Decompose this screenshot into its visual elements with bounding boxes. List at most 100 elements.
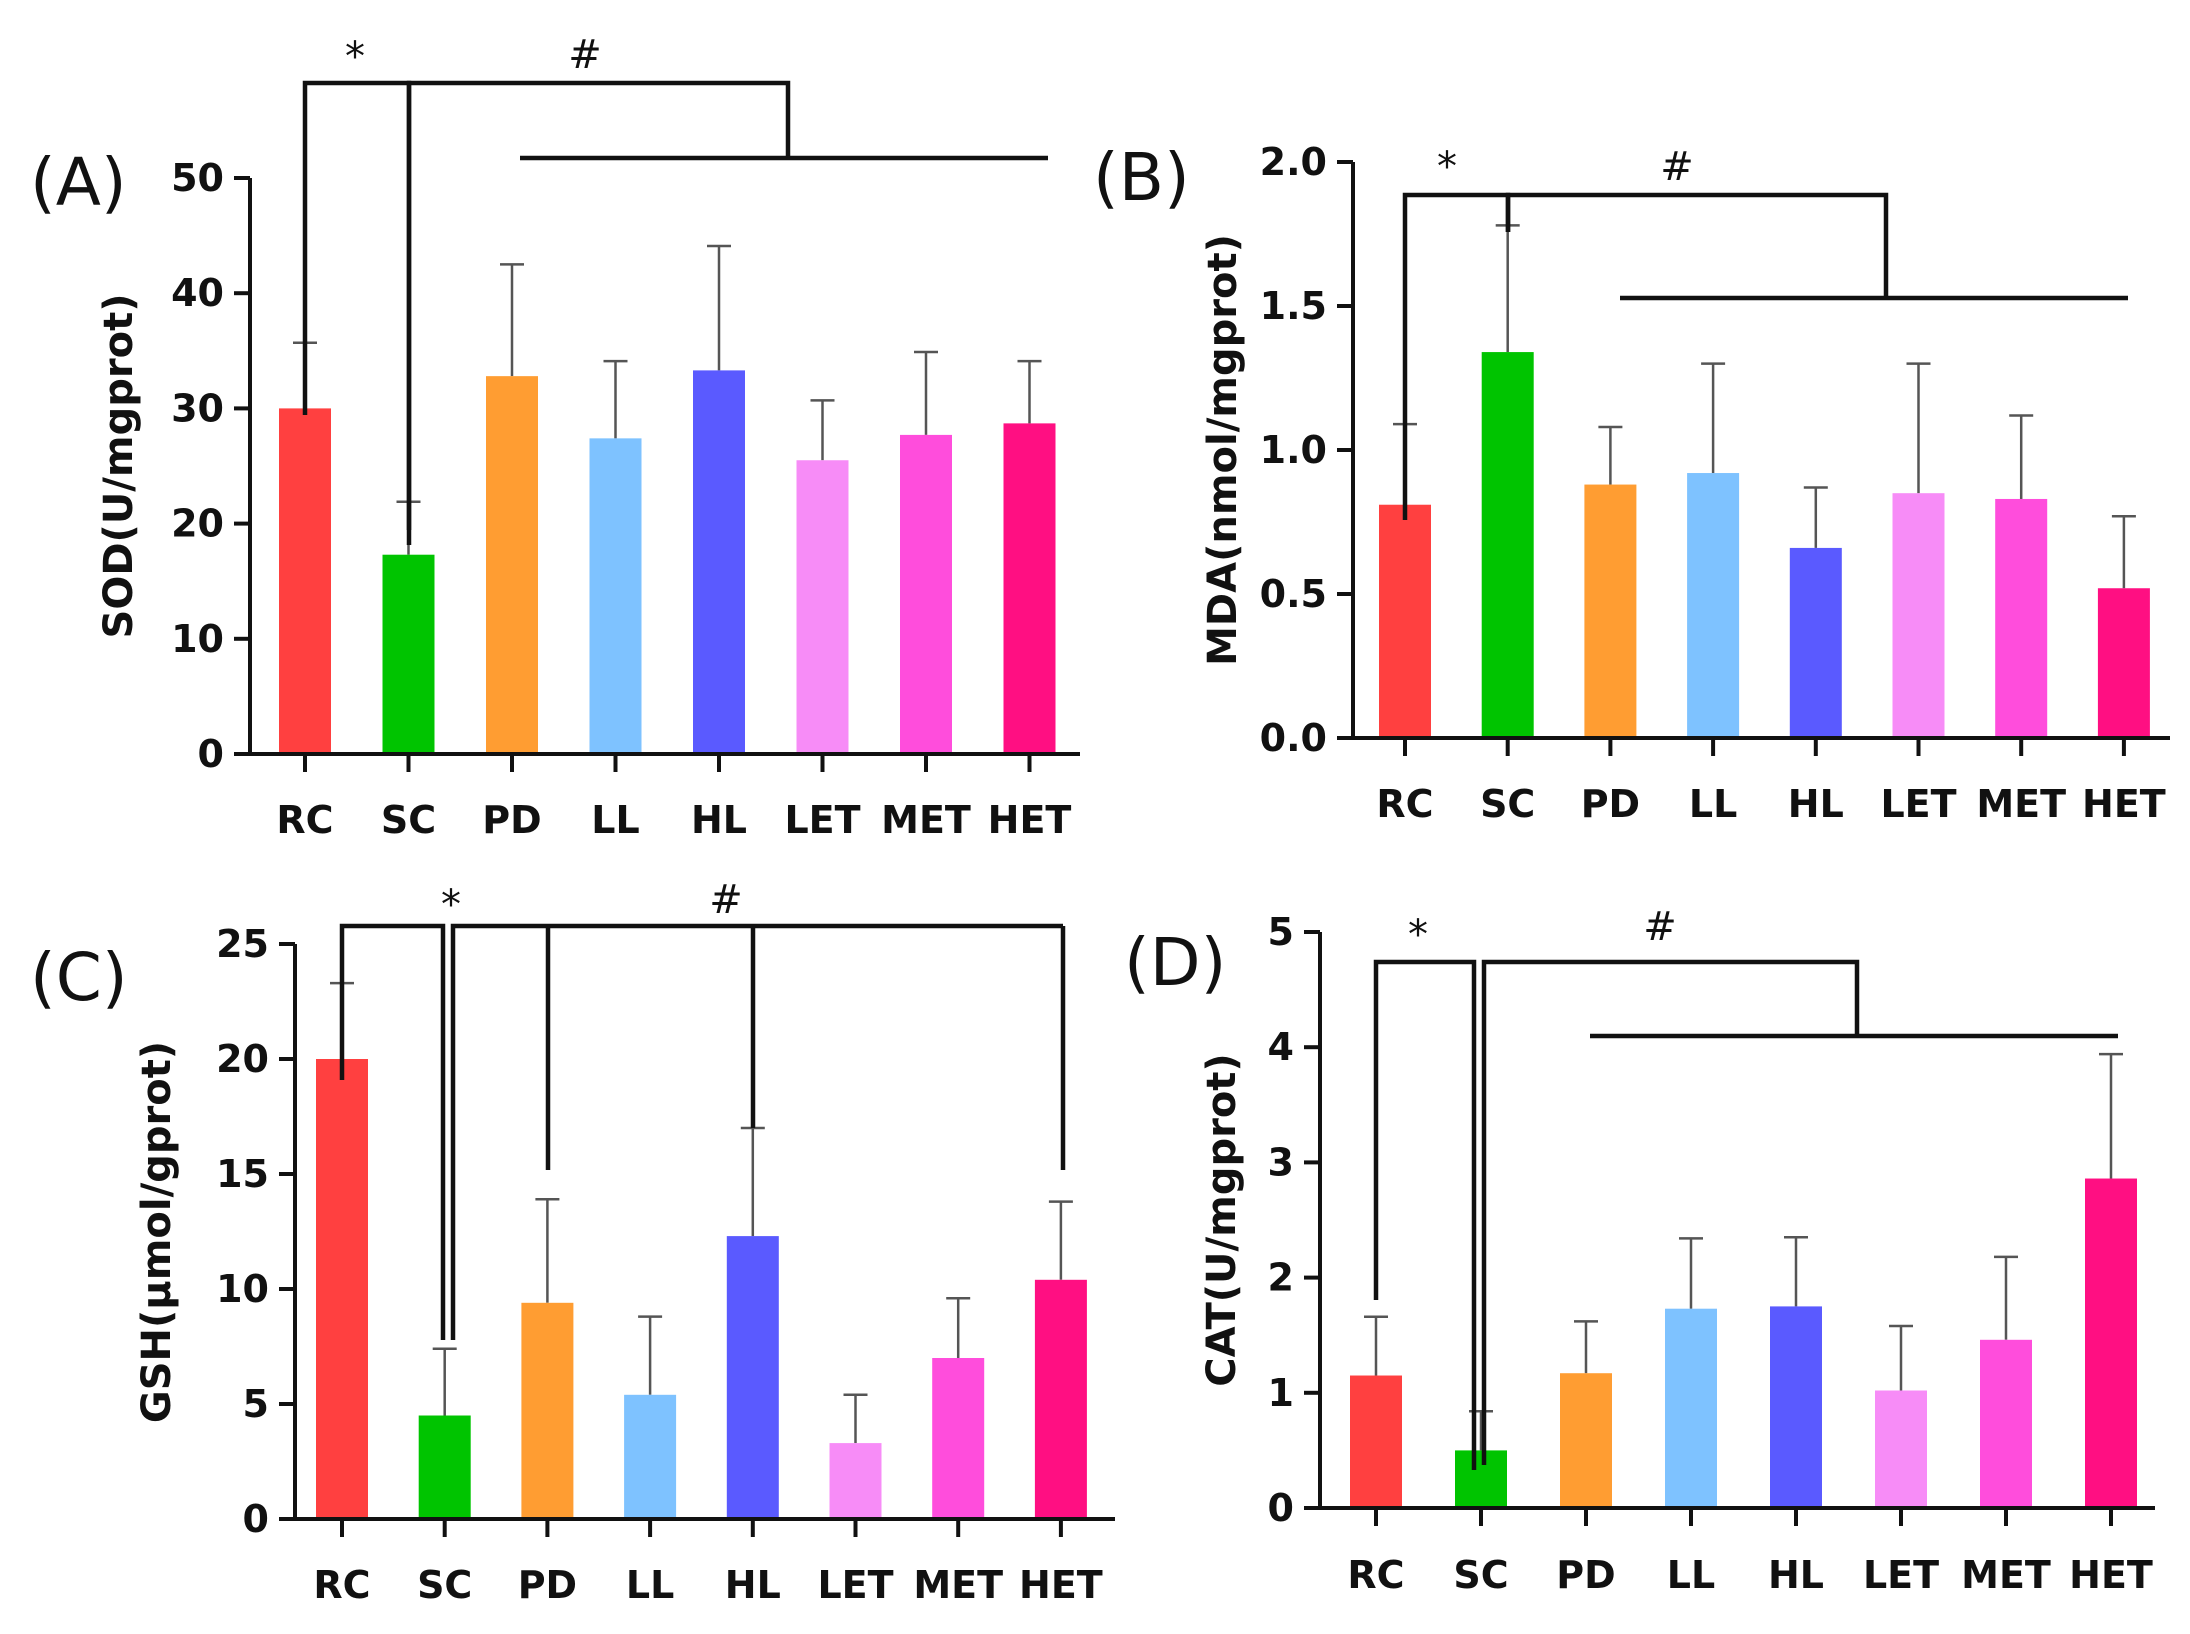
x-tick-label-met: MET — [881, 798, 971, 842]
y-tick-label: 4 — [1268, 1025, 1294, 1069]
panel-label: (B) — [1093, 139, 1190, 216]
bar-pd — [1584, 484, 1637, 738]
x-tick-label-sc: SC — [417, 1563, 472, 1607]
significance-star: * — [1408, 912, 1428, 958]
significance-hash: # — [568, 32, 602, 78]
bar-rc — [1350, 1375, 1402, 1508]
significance-bracket-hash — [450, 923, 1063, 1340]
bar-ll — [624, 1394, 677, 1519]
panel-label: (A) — [30, 144, 127, 221]
y-tick-label: 0.0 — [1260, 716, 1327, 760]
x-tick-label-pd: PD — [1556, 1553, 1615, 1597]
x-tick-label-ll: LL — [626, 1563, 674, 1607]
x-tick-label-het: HET — [988, 798, 1072, 842]
x-tick-label-hl: HL — [1768, 1553, 1824, 1597]
bar-hl — [1789, 547, 1842, 738]
bar-pd — [486, 376, 538, 754]
significance-star: * — [1437, 144, 1457, 190]
bar-het — [2085, 1178, 2137, 1508]
x-tick-label-hl: HL — [691, 798, 747, 842]
significance-star: * — [345, 34, 365, 80]
x-tick-label-pd: PD — [518, 1563, 577, 1607]
panel-c-gsh-chart: (C)GSH(μmol/gprot) RC SC PD LL HL LET MET HET 0 5 1… — [30, 877, 1115, 1607]
y-tick-label: 1.0 — [1260, 428, 1327, 472]
x-tick-label-rc: RC — [1376, 782, 1433, 826]
x-tick-label-sc: SC — [381, 798, 436, 842]
bar-hl — [726, 1236, 779, 1519]
x-tick-label-let: LET — [1880, 782, 1956, 826]
y-tick-label: 0.5 — [1260, 572, 1327, 616]
panel-label: (C) — [30, 939, 128, 1016]
y-tick-label: 1.5 — [1260, 284, 1327, 328]
x-tick-label-het: HET — [2082, 782, 2166, 826]
bar-pd — [1560, 1373, 1612, 1508]
x-tick-label-met: MET — [913, 1563, 1003, 1607]
bar-met — [1995, 498, 2048, 738]
bar-sc — [1481, 352, 1534, 738]
y-tick-label: 25 — [216, 922, 269, 966]
y-tick-label: 1 — [1268, 1371, 1294, 1415]
y-tick-label: 30 — [171, 386, 224, 430]
bar-ll — [1687, 473, 1740, 738]
bar-hl — [1770, 1306, 1822, 1508]
y-tick-label: 20 — [171, 502, 224, 546]
panel-label: (D) — [1124, 924, 1226, 1001]
y-tick-label: 5 — [1268, 910, 1294, 954]
significance-bracket-hash — [1505, 192, 1889, 298]
bar-pd — [521, 1302, 574, 1519]
x-tick-label-pd: PD — [482, 798, 541, 842]
bar-ll — [589, 438, 642, 754]
x-tick-label-het: HET — [2069, 1553, 2153, 1597]
y-tick-label: 0 — [198, 732, 224, 776]
bar-het — [1003, 423, 1056, 754]
bar-let — [796, 460, 849, 754]
x-tick-label-rc: RC — [276, 798, 333, 842]
y-tick-label: 10 — [171, 617, 224, 661]
x-tick-label-sc: SC — [1480, 782, 1535, 826]
panel-a-sod-chart: (A) SOD(U/mgprot) RC SC PD LL HL LET MET HET 0 10 20… — [30, 32, 1080, 842]
significance-bracket-hash — [1481, 959, 1860, 1465]
significance-hash: # — [1643, 904, 1677, 950]
y-tick-label: 20 — [216, 1037, 269, 1081]
x-tick-label-het: HET — [1019, 1563, 1103, 1607]
x-tick-label-ll: LL — [1667, 1553, 1715, 1597]
x-tick-label-hl: HL — [725, 1563, 781, 1607]
x-tick-label-ll: LL — [591, 798, 639, 842]
y-tick-label: 5 — [243, 1382, 269, 1426]
bar-rc — [1379, 504, 1431, 738]
y-axis-title: SOD(U/mgprot) — [96, 294, 142, 639]
bar-hl — [693, 370, 745, 754]
bar-let — [1875, 1390, 1927, 1508]
significance-star: * — [441, 882, 461, 928]
y-axis-title: GSH(μmol/gprot) — [134, 1041, 180, 1423]
x-tick-label-let: LET — [784, 798, 860, 842]
bar-sc — [418, 1415, 471, 1519]
significance-bracket-hash — [406, 80, 791, 530]
y-axis-title: MDA(nmol/mgprot) — [1200, 234, 1246, 666]
bar-sc — [382, 554, 435, 754]
x-tick-label-rc: RC — [313, 1563, 370, 1607]
x-tick-label-met: MET — [1961, 1553, 2051, 1597]
x-tick-label-hl: HL — [1788, 782, 1844, 826]
bar-let — [829, 1443, 882, 1519]
x-tick-label-let: LET — [1863, 1553, 1939, 1597]
y-axis-title: CAT(U/mgprot) — [1199, 1053, 1245, 1386]
x-tick-label-sc: SC — [1453, 1553, 1508, 1597]
bar-ll — [1665, 1308, 1717, 1508]
significance-hash: # — [1660, 144, 1694, 190]
bar-let — [1892, 493, 1945, 738]
bar-met — [1980, 1339, 2032, 1508]
bar-het — [2097, 588, 2150, 738]
y-tick-label: 2.0 — [1260, 140, 1327, 184]
bar-het — [1034, 1279, 1087, 1519]
x-tick-label-pd: PD — [1581, 782, 1640, 826]
x-tick-label-let: LET — [817, 1563, 893, 1607]
bar-rc — [279, 408, 331, 754]
bar-rc — [316, 1059, 368, 1519]
y-tick-label: 50 — [171, 156, 224, 200]
y-tick-label: 10 — [216, 1267, 269, 1311]
x-tick-label-met: MET — [1976, 782, 2066, 826]
panel-d-cat-chart: (D) CAT(U/mgprot) RC SC PD LL HL LET MET HET 0 1 2 3 4… — [1124, 904, 2155, 1597]
y-tick-label: 15 — [216, 1152, 269, 1196]
